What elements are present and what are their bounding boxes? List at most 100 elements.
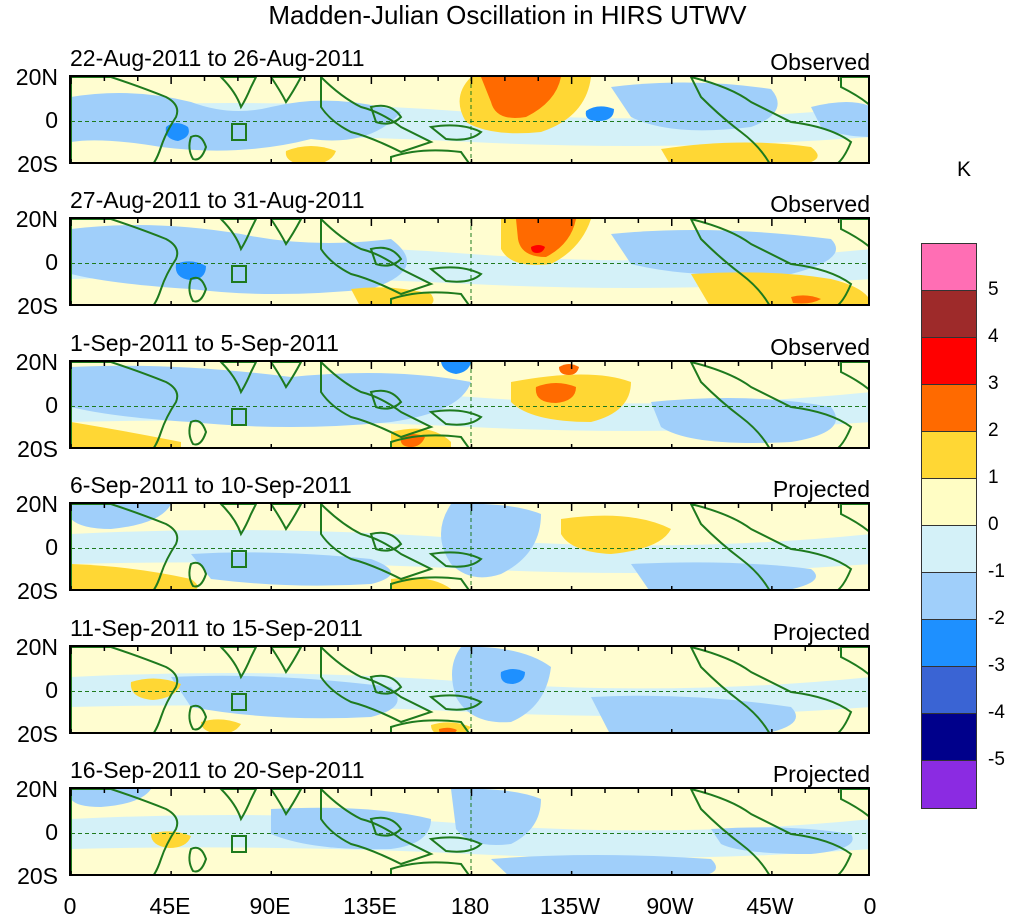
anomaly-contour	[165, 123, 189, 141]
lat-label-south: 20S	[17, 721, 58, 747]
panel-status: Projected	[772, 619, 870, 645]
coastline	[269, 362, 303, 389]
region-box	[231, 265, 247, 283]
coastline	[269, 789, 303, 816]
coastline	[188, 704, 208, 731]
coastline	[369, 816, 403, 837]
lat-label-north: 20N	[15, 776, 58, 802]
colorbar-tick-label: 1	[988, 467, 999, 488]
coastline	[71, 219, 179, 304]
coastline	[219, 504, 258, 537]
colorbar-box	[922, 244, 976, 291]
anomaly-map	[69, 217, 870, 306]
lat-label-north: 20N	[15, 634, 58, 660]
lat-label-north: 20N	[15, 64, 58, 90]
coastline	[320, 789, 434, 866]
panel-status: Observed	[770, 49, 870, 75]
coastline	[689, 647, 853, 732]
coastline	[428, 124, 483, 141]
colorbar-box	[922, 338, 976, 385]
coastline	[840, 77, 868, 105]
coastline	[689, 789, 853, 874]
colorbar-tick-label: 2	[988, 420, 999, 441]
coastline	[71, 504, 179, 589]
lon-tick-label: 45W	[746, 893, 794, 919]
anomaly-contour	[452, 647, 551, 723]
anomaly-field	[71, 504, 868, 589]
colorbar-tick-label: 4	[988, 326, 999, 347]
coastline	[689, 504, 853, 589]
colorbar-tick-label: -1	[988, 561, 1005, 582]
coastline	[269, 647, 303, 674]
anomaly-field	[71, 77, 868, 162]
lat-label-equator: 0	[45, 391, 58, 418]
coastline	[320, 77, 434, 154]
colorbar-tick-label: -3	[988, 655, 1005, 676]
coastline	[188, 419, 208, 446]
colorbar-box	[922, 432, 976, 479]
colorbar-box	[922, 714, 976, 761]
anomaly-contour	[611, 82, 778, 131]
lon-tick-label: 90W	[646, 893, 694, 919]
anomaly-contour	[811, 102, 868, 137]
panel-date-range: 1-Sep-2011 to 5-Sep-2011	[70, 330, 339, 356]
coastline	[689, 219, 853, 304]
lat-label-south: 20S	[17, 151, 58, 177]
coastline	[428, 694, 483, 711]
anomaly-contour	[631, 562, 816, 589]
lat-label-equator: 0	[45, 818, 58, 845]
coastline	[320, 362, 434, 439]
coastline	[219, 362, 258, 395]
coastline	[840, 504, 868, 532]
coastline	[269, 504, 303, 531]
anomaly-contour	[71, 789, 151, 807]
region-box	[231, 693, 247, 711]
anomaly-contour	[71, 504, 171, 529]
coastline	[71, 362, 179, 447]
anomaly-contour	[151, 831, 191, 848]
coastline	[219, 219, 258, 252]
panel-status: Projected	[772, 476, 870, 502]
anomaly-map	[69, 360, 870, 449]
anomaly-contour	[561, 515, 671, 554]
anomaly-field	[71, 647, 868, 732]
coastline	[369, 389, 403, 410]
colorbar-tick-label: -2	[988, 608, 1005, 629]
coastline	[219, 77, 258, 110]
coastline	[428, 409, 483, 426]
lat-label-south: 20S	[17, 863, 58, 889]
coastline	[269, 77, 303, 104]
coastline	[269, 219, 303, 246]
colorbar-box	[922, 573, 976, 620]
coastline	[428, 551, 483, 568]
coastline	[369, 674, 403, 695]
region-box	[231, 408, 247, 426]
lon-tick-label: 90E	[249, 893, 291, 919]
panel-date-range: 11-Sep-2011 to 15-Sep-2011	[70, 615, 363, 641]
region-box	[231, 123, 247, 141]
anomaly-contour	[201, 719, 241, 732]
coastline	[840, 647, 868, 675]
figure-title: Madden-Julian Oscillation in HIRS UTWV	[268, 0, 747, 30]
anomaly-contour	[791, 295, 821, 304]
coastline	[219, 647, 258, 680]
lon-tick-label: 135E	[343, 893, 397, 919]
panel-status: Observed	[770, 334, 870, 360]
panel-status: Projected	[772, 761, 870, 787]
coastline	[428, 266, 483, 283]
colorbar-box	[922, 667, 976, 714]
lat-label-equator: 0	[45, 248, 58, 275]
anomaly-field	[71, 789, 868, 874]
anomaly-contour	[391, 577, 451, 589]
coastline	[840, 219, 868, 247]
panel-date-range: 16-Sep-2011 to 20-Sep-2011	[70, 757, 365, 783]
anomaly-contour	[71, 422, 181, 447]
anomaly-contour	[491, 855, 716, 874]
region-box	[231, 835, 247, 853]
colorbar-box	[922, 620, 976, 667]
colorbar-box	[922, 385, 976, 432]
anomaly-contour	[71, 225, 407, 294]
lat-label-north: 20N	[15, 349, 58, 375]
anomaly-contour	[661, 142, 818, 162]
lat-label-equator: 0	[45, 533, 58, 560]
